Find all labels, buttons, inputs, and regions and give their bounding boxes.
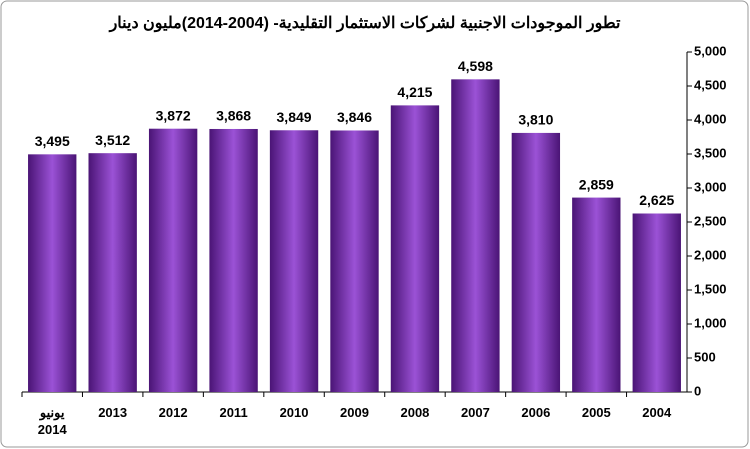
bar bbox=[572, 197, 621, 392]
y-tick-label: 2,500 bbox=[694, 213, 727, 228]
bar bbox=[451, 79, 500, 392]
bar bbox=[148, 128, 198, 393]
value-label: 4,215 bbox=[397, 84, 432, 100]
x-tick-label: 2012 bbox=[158, 405, 188, 420]
x-tick-label: 2005 bbox=[581, 405, 611, 420]
value-label: 3,810 bbox=[518, 112, 553, 128]
bar bbox=[88, 153, 137, 392]
value-label: 3,872 bbox=[156, 107, 191, 123]
value-label: 2,625 bbox=[639, 192, 674, 208]
y-tick-label: 3,500 bbox=[694, 145, 727, 160]
bar bbox=[269, 130, 319, 392]
x-tick-label: 2008 bbox=[400, 405, 430, 420]
y-tick-label: 4,000 bbox=[694, 111, 727, 126]
y-tick-label: 1,000 bbox=[694, 315, 727, 330]
value-label: 4,598 bbox=[458, 58, 493, 74]
y-tick-label: 5,000 bbox=[694, 43, 727, 58]
x-tick-label: 2006 bbox=[521, 405, 551, 420]
value-label: 2,859 bbox=[579, 176, 614, 192]
bar bbox=[28, 154, 77, 392]
x-tick-label: 2004 bbox=[642, 405, 672, 420]
x-tick-label: 2009 bbox=[340, 405, 369, 420]
value-label: 3,495 bbox=[35, 133, 70, 149]
y-tick-label: 3,000 bbox=[694, 179, 727, 194]
x-tick-label: 2013 bbox=[98, 405, 128, 420]
x-tick-label: 2011 bbox=[219, 405, 248, 420]
x-tick-label: 2010 bbox=[279, 405, 309, 420]
value-label: 3,868 bbox=[216, 108, 251, 124]
chart-title: تطور الموجودات الاجنبية لشركات الاستثمار… bbox=[109, 15, 621, 33]
bar bbox=[390, 105, 440, 392]
bar bbox=[209, 128, 258, 392]
y-tick-label: 2,000 bbox=[694, 247, 727, 262]
value-label: 3,512 bbox=[95, 132, 130, 148]
value-label: 3,846 bbox=[337, 109, 372, 125]
y-tick-label: 1,500 bbox=[694, 281, 727, 296]
bar bbox=[632, 213, 681, 392]
x-tick-label: يونيو 2014 bbox=[37, 405, 67, 437]
y-tick-label: 4,500 bbox=[694, 77, 727, 92]
y-tick-label: 500 bbox=[694, 349, 716, 364]
y-tick-label: 0 bbox=[694, 383, 701, 398]
bar bbox=[511, 132, 561, 393]
bar bbox=[330, 130, 379, 393]
x-tick-label: 2007 bbox=[460, 405, 490, 420]
value-label: 3,849 bbox=[277, 109, 312, 125]
